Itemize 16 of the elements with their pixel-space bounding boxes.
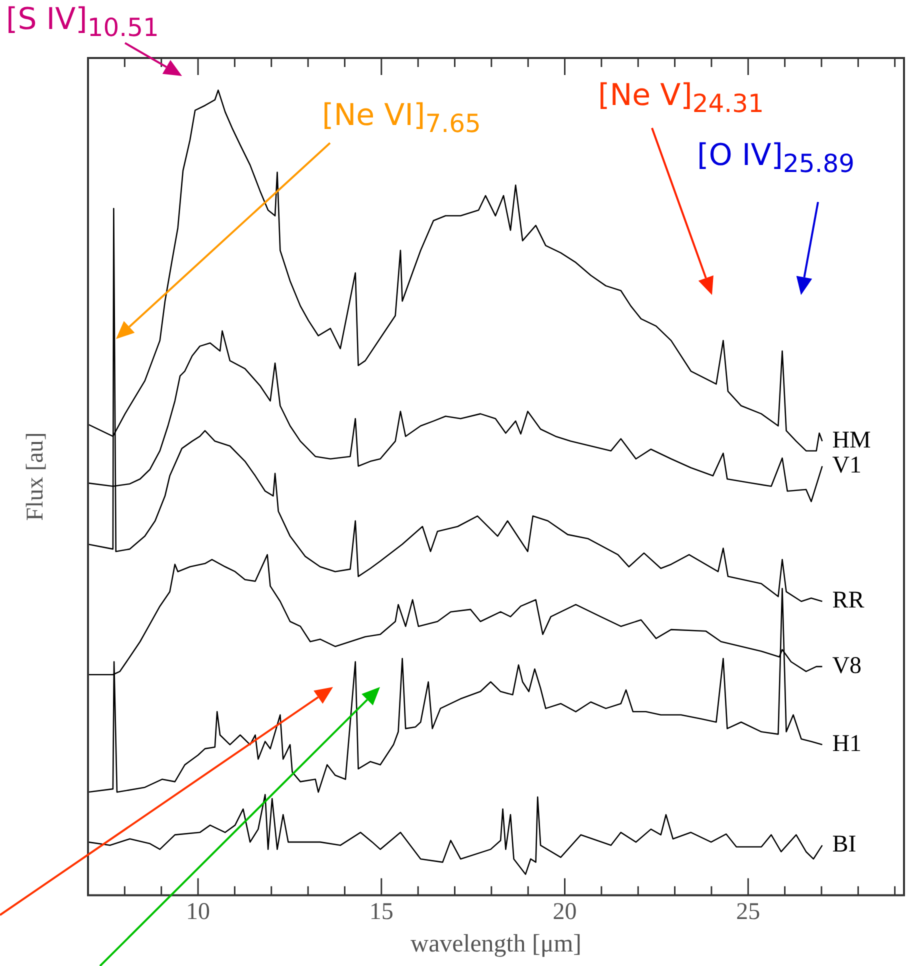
annotation: [Ne V]$_{24.31}$	[598, 78, 764, 118]
x-axis-title: wavelength [μm]	[410, 930, 582, 958]
annotation: [Ne VI]$_{7.65}$	[322, 98, 481, 138]
x-tick-label: 10	[186, 898, 210, 925]
x-tick-label: 15	[369, 898, 394, 925]
series-label: BI	[832, 832, 856, 858]
series-label: RR	[832, 588, 864, 614]
series-label: H1	[832, 730, 862, 757]
annotation: [O IV]$_{25.89}$	[697, 138, 855, 178]
x-tick-label: 20	[552, 898, 577, 925]
series-label: HM	[832, 427, 871, 454]
text: [S IV]$_{10.51}$	[6, 2, 159, 42]
y-axis-title: Flux [au]	[22, 432, 48, 521]
x-tick-label: 25	[736, 898, 760, 925]
series-label: V8	[832, 652, 862, 679]
series-label: V1	[832, 452, 862, 478]
